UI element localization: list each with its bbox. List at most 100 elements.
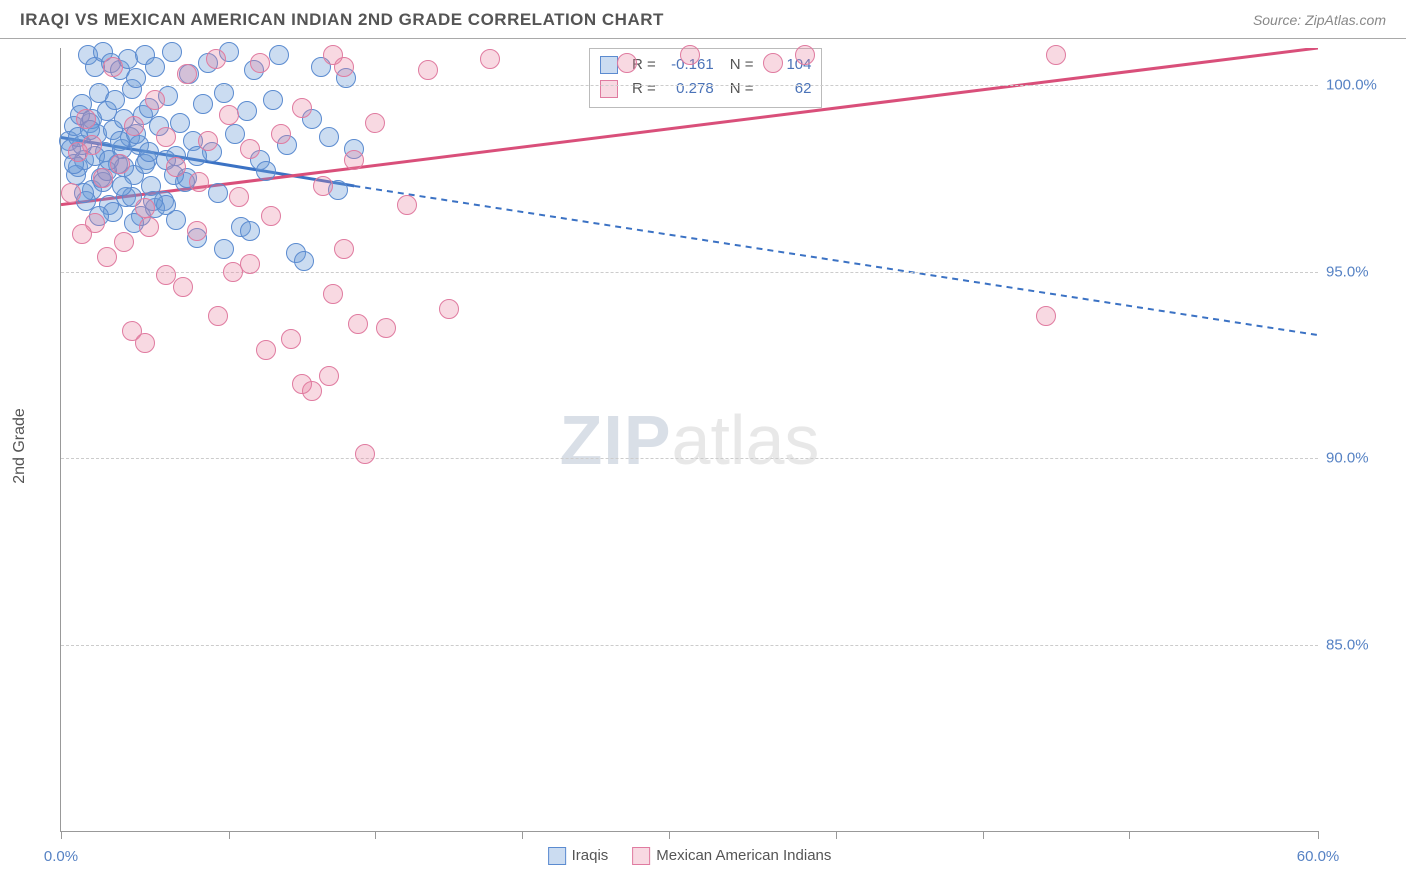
- legend-label: Iraqis: [572, 847, 609, 864]
- scatter-point: [1036, 306, 1056, 326]
- ytick-label: 90.0%: [1326, 450, 1396, 467]
- scatter-point: [223, 262, 243, 282]
- xtick: [669, 831, 670, 839]
- scatter-point: [61, 183, 81, 203]
- ytick-label: 100.0%: [1326, 77, 1396, 94]
- scatter-point: [139, 142, 159, 162]
- ytick-label: 95.0%: [1326, 263, 1396, 280]
- scatter-point: [418, 60, 438, 80]
- watermark-zip: ZIP: [560, 401, 672, 479]
- scatter-point: [680, 45, 700, 65]
- scatter-point: [166, 157, 186, 177]
- scatter-point: [156, 127, 176, 147]
- chart-title: IRAQI VS MEXICAN AMERICAN INDIAN 2ND GRA…: [20, 10, 664, 30]
- scatter-point: [76, 109, 96, 129]
- stats-n-label: N =: [730, 77, 754, 101]
- scatter-point: [292, 374, 312, 394]
- scatter-point: [214, 239, 234, 259]
- scatter-point: [229, 187, 249, 207]
- scatter-point: [214, 83, 234, 103]
- scatter-point: [72, 224, 92, 244]
- stats-r-value: 0.278: [664, 77, 714, 101]
- scatter-point: [114, 232, 134, 252]
- stats-row: R = 0.278 N = 62: [600, 77, 812, 101]
- scatter-point: [124, 116, 144, 136]
- scatter-point: [240, 139, 260, 159]
- xtick: [375, 831, 376, 839]
- scatter-point: [313, 176, 333, 196]
- legend-swatch: [600, 80, 618, 98]
- scatter-point: [263, 90, 283, 110]
- scatter-point: [193, 94, 213, 114]
- scatter-point: [261, 206, 281, 226]
- scatter-point: [365, 113, 385, 133]
- scatter-point: [189, 172, 209, 192]
- legend-label: Mexican American Indians: [656, 847, 831, 864]
- chart-header: IRAQI VS MEXICAN AMERICAN INDIAN 2ND GRA…: [0, 0, 1406, 39]
- scatter-point: [256, 340, 276, 360]
- gridline-h: [61, 458, 1318, 459]
- scatter-point: [617, 53, 637, 73]
- trend-lines: [61, 48, 1318, 831]
- scatter-point: [256, 161, 276, 181]
- watermark-atlas: atlas: [672, 401, 820, 479]
- stats-n-label: N =: [730, 53, 754, 77]
- chart-source: Source: ZipAtlas.com: [1253, 12, 1386, 28]
- scatter-point: [198, 131, 218, 151]
- scatter-point: [82, 135, 102, 155]
- scatter-point: [319, 127, 339, 147]
- scatter-point: [219, 105, 239, 125]
- scatter-point: [355, 444, 375, 464]
- scatter-point: [126, 68, 146, 88]
- scatter-point: [376, 318, 396, 338]
- scatter-point: [237, 101, 257, 121]
- scatter-point: [135, 333, 155, 353]
- scatter-point: [93, 168, 113, 188]
- xtick: [1129, 831, 1130, 839]
- scatter-point: [334, 57, 354, 77]
- scatter-point: [170, 113, 190, 133]
- scatter-point: [281, 329, 301, 349]
- xtick: [61, 831, 62, 839]
- scatter-point: [162, 42, 182, 62]
- scatter-point: [208, 183, 228, 203]
- scatter-point: [110, 154, 130, 174]
- xtick-label: 0.0%: [44, 848, 78, 865]
- scatter-point: [250, 53, 270, 73]
- scatter-point: [145, 90, 165, 110]
- scatter-point: [103, 57, 123, 77]
- xtick: [522, 831, 523, 839]
- legend-item: Mexican American Indians: [632, 847, 831, 865]
- scatter-point: [1046, 45, 1066, 65]
- stats-r-label: R =: [632, 77, 656, 101]
- scatter-point: [135, 198, 155, 218]
- legend-swatch: [632, 847, 650, 865]
- legend-swatch: [600, 56, 618, 74]
- xtick: [836, 831, 837, 839]
- scatter-point: [240, 221, 260, 241]
- gridline-h: [61, 645, 1318, 646]
- scatter-point: [348, 314, 368, 334]
- y-axis-label: 2nd Grade: [11, 408, 29, 484]
- scatter-point: [97, 247, 117, 267]
- scatter-point: [173, 277, 193, 297]
- watermark: ZIPatlas: [560, 400, 820, 480]
- legend-item: Iraqis: [548, 847, 609, 865]
- scatter-point: [112, 176, 132, 196]
- legend-swatch: [548, 847, 566, 865]
- scatter-point: [323, 284, 343, 304]
- stats-n-value: 62: [761, 77, 811, 101]
- scatter-point: [208, 306, 228, 326]
- xtick: [983, 831, 984, 839]
- scatter-point: [319, 366, 339, 386]
- scatter-point: [439, 299, 459, 319]
- gridline-h: [61, 85, 1318, 86]
- xtick-label: 60.0%: [1297, 848, 1340, 865]
- scatter-point: [344, 150, 364, 170]
- scatter-point: [334, 239, 354, 259]
- plot-area: ZIPatlas R =-0.161N =104R =0.278N =62 Ir…: [60, 48, 1318, 832]
- scatter-point: [795, 45, 815, 65]
- scatter-point: [206, 49, 226, 69]
- scatter-point: [269, 45, 289, 65]
- scatter-point: [292, 98, 312, 118]
